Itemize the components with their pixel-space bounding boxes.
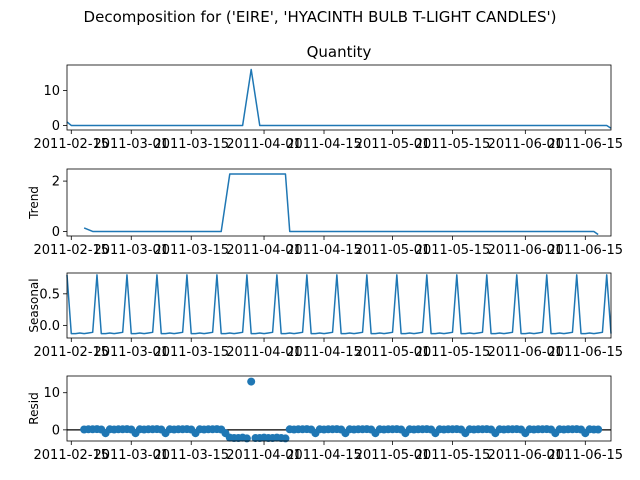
ytick-label-resid-0: 0 — [52, 423, 60, 438]
figure-suptitle: Decomposition for ('EIRE', 'HYACINTH BUL… — [84, 8, 557, 26]
axes-frame-trend — [66, 168, 612, 237]
xtick-label-seasonal-7: 2011-06-01 — [488, 345, 564, 360]
xtick-label-resid-5: 2011-05-01 — [355, 448, 431, 463]
resid-point-120 — [594, 425, 603, 434]
xtick-label-seasonal-8: 2011-06-15 — [548, 345, 624, 360]
xtick-label-seasonal-3: 2011-04-01 — [226, 345, 302, 360]
ylabel-seasonal: Seasonal — [27, 278, 41, 332]
xtick-label-trend-8: 2011-06-15 — [548, 243, 624, 258]
xtick-label-resid-0: 2011-02-15 — [34, 448, 110, 463]
xtick-label-observed-7: 2011-06-01 — [488, 137, 564, 152]
panel-resid: Resid0102011-02-152011-03-012011-03-1520… — [27, 375, 624, 463]
xtick-label-trend-6: 2011-05-15 — [415, 243, 491, 258]
ytick-label-trend-1: 2 — [52, 175, 60, 190]
ytick-label-trend-0: 0 — [52, 225, 60, 240]
resid-point-47 — [281, 434, 290, 443]
xtick-label-observed-2: 2011-03-15 — [153, 137, 229, 152]
xtick-label-observed-6: 2011-05-15 — [415, 137, 491, 152]
ytick-label-seasonal-1: 0.5 — [39, 287, 60, 302]
xtick-label-resid-6: 2011-05-15 — [415, 448, 491, 463]
panel-title-observed: Quantity — [307, 43, 372, 61]
xtick-label-seasonal-0: 2011-02-15 — [34, 345, 110, 360]
ytick-label-observed-0: 0 — [52, 119, 60, 134]
xtick-label-resid-4: 2011-04-15 — [286, 448, 362, 463]
xtick-label-trend-3: 2011-04-01 — [226, 243, 302, 258]
axes-frame-observed — [66, 64, 612, 131]
ylabel-trend: Trend — [27, 186, 41, 220]
xtick-label-trend-5: 2011-05-01 — [355, 243, 431, 258]
xtick-label-observed-4: 2011-04-15 — [286, 137, 362, 152]
ytick-label-observed-1: 10 — [43, 84, 60, 99]
xtick-label-resid-8: 2011-06-15 — [548, 448, 624, 463]
xtick-label-observed-8: 2011-06-15 — [548, 137, 624, 152]
xtick-label-resid-1: 2011-03-01 — [93, 448, 169, 463]
xtick-label-observed-5: 2011-05-01 — [355, 137, 431, 152]
ylabel-resid: Resid — [27, 392, 41, 424]
ytick-label-resid-1: 10 — [43, 386, 60, 401]
series-line-observed — [66, 68, 612, 129]
panel-observed: Quantity 0 10 2011-02-152011-03-012011-03-1… — [34, 43, 624, 152]
xtick-label-observed-3: 2011-04-01 — [226, 137, 302, 152]
panels-group: Quantity0102011-02-152011-03-012011-03-1… — [27, 43, 623, 463]
xtick-label-observed-0: 2011-02-15 — [34, 137, 110, 152]
panel-trend: Trend022011-02-152011-03-012011-03-15201… — [27, 168, 624, 258]
series-line-seasonal — [66, 274, 612, 335]
xtick-label-resid-3: 2011-04-01 — [226, 448, 302, 463]
axes-frame-resid — [66, 375, 612, 442]
xtick-label-trend-7: 2011-06-01 — [488, 243, 564, 258]
xtick-label-trend-4: 2011-04-15 — [286, 243, 362, 258]
xtick-label-resid-2: 2011-03-15 — [153, 448, 229, 463]
axes-frame-seasonal — [66, 272, 612, 339]
xtick-label-trend-0: 2011-02-15 — [34, 243, 110, 258]
xtick-label-trend-2: 2011-03-15 — [153, 243, 229, 258]
xtick-label-resid-7: 2011-06-01 — [488, 448, 564, 463]
resid-point-39 — [247, 377, 256, 386]
xtick-label-observed-1: 2011-03-01 — [93, 137, 169, 152]
ytick-label-seasonal-0: 0.0 — [39, 319, 60, 334]
panel-seasonal: Seasonal0.00.52011-02-152011-03-012011-0… — [27, 272, 624, 360]
resid-point-38 — [242, 434, 251, 443]
xtick-label-seasonal-4: 2011-04-15 — [286, 345, 362, 360]
series-line-trend — [83, 173, 599, 236]
xtick-label-seasonal-2: 2011-03-15 — [153, 345, 229, 360]
xtick-label-seasonal-5: 2011-05-01 — [355, 345, 431, 360]
xtick-label-seasonal-6: 2011-05-15 — [415, 345, 491, 360]
xtick-label-trend-1: 2011-03-01 — [93, 243, 169, 258]
xtick-label-seasonal-1: 2011-03-01 — [93, 345, 169, 360]
